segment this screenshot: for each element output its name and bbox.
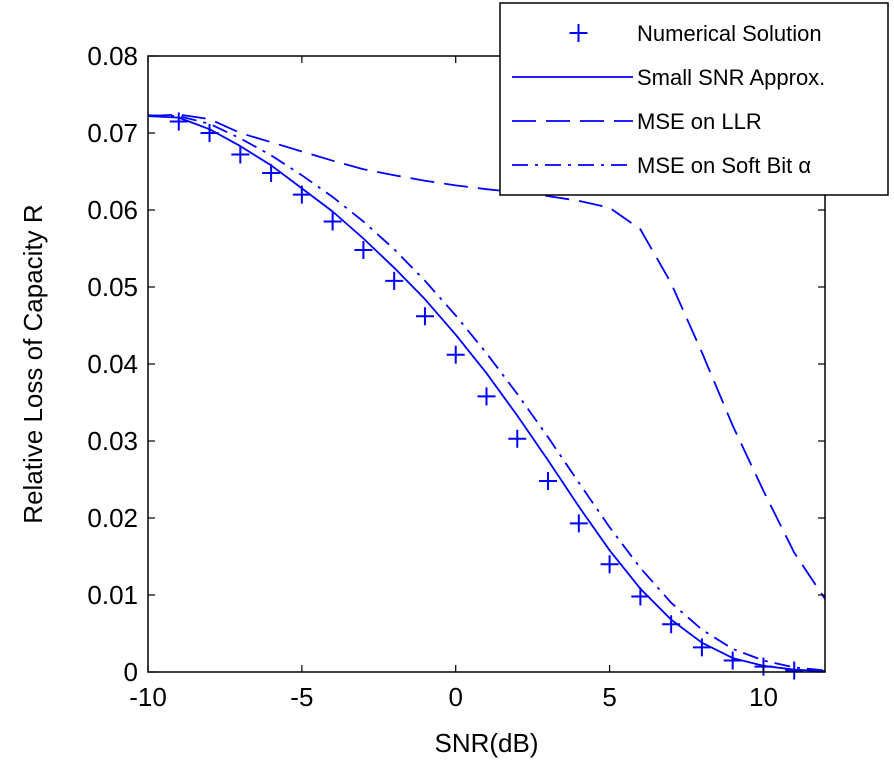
series-solid bbox=[147, 115, 826, 673]
data-point-marker bbox=[169, 112, 188, 131]
legend-box bbox=[499, 2, 889, 196]
data-point-marker bbox=[415, 307, 434, 326]
y-tick-label: 0.06 bbox=[87, 195, 138, 225]
axis-layer: -10 -5 0 5 10 0 0.01 0.02 0.03 0.04 0.05 0.06 0.07 0.… bbox=[87, 41, 825, 712]
legend-marker bbox=[569, 24, 588, 42]
data-point-marker bbox=[446, 345, 465, 364]
y-tick-label: 0 bbox=[124, 657, 138, 687]
x-tick-label: 5 bbox=[602, 682, 616, 712]
series-line bbox=[147, 115, 826, 673]
series-dashed bbox=[147, 113, 826, 600]
x-tick-label: 10 bbox=[749, 682, 778, 712]
data-point-marker bbox=[600, 555, 619, 574]
y-tick-label: 0.08 bbox=[87, 41, 138, 71]
data-point-marker bbox=[231, 145, 250, 164]
data-point-marker bbox=[539, 472, 558, 491]
y-tick-label: 0.01 bbox=[87, 580, 138, 610]
legend-label: MSE on Soft Bit α bbox=[637, 153, 811, 178]
data-point-marker bbox=[354, 241, 373, 260]
data-point-marker bbox=[385, 271, 404, 290]
x-axis-label: SNR(dB) bbox=[434, 728, 538, 758]
x-tick-label: 0 bbox=[448, 682, 462, 712]
x-tick-label: -5 bbox=[290, 682, 313, 712]
legend-label: Small SNR Approx. bbox=[637, 65, 825, 90]
legend-label: MSE on LLR bbox=[637, 109, 762, 134]
data-point-marker bbox=[692, 638, 711, 657]
data-point-marker bbox=[262, 164, 281, 183]
series-line bbox=[147, 113, 826, 600]
data-point-marker bbox=[569, 514, 588, 533]
y-axis-label: Relative Loss of Capacity R bbox=[18, 204, 48, 523]
legend-label: Numerical Solution bbox=[637, 21, 822, 46]
y-tick-label: 0.03 bbox=[87, 426, 138, 456]
series-layer bbox=[147, 112, 826, 680]
series-markers-plus bbox=[169, 112, 804, 680]
y-tick-label: 0.07 bbox=[87, 118, 138, 148]
data-point-marker bbox=[508, 429, 527, 448]
x-tick-label: -10 bbox=[129, 682, 167, 712]
data-point-marker bbox=[631, 587, 650, 606]
y-tick-label: 0.05 bbox=[87, 272, 138, 302]
data-point-marker bbox=[477, 387, 496, 406]
y-tick-label: 0.04 bbox=[87, 349, 138, 379]
data-point-marker bbox=[323, 212, 342, 231]
y-tick-label: 0.02 bbox=[87, 503, 138, 533]
legend: Numerical Solution Small SNR Approx. MSE o… bbox=[499, 2, 889, 196]
